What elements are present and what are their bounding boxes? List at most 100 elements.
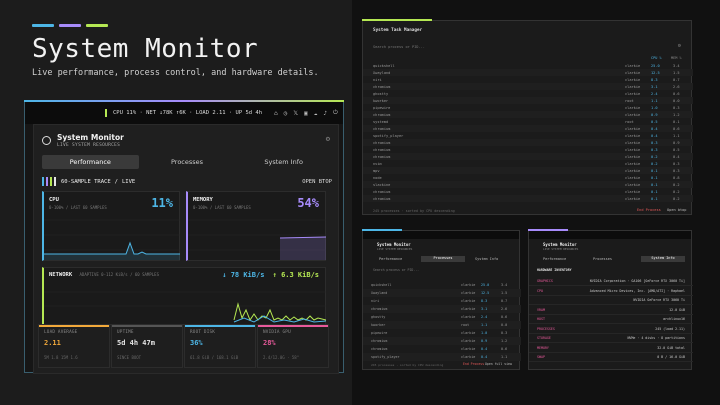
process-user: clarkie — [625, 161, 641, 166]
gear-icon[interactable]: ⚙ — [325, 135, 330, 143]
process-mem: 0.2 — [673, 189, 680, 194]
table-row[interactable]: chromium clarkie 3.1 2.6 — [363, 305, 521, 313]
stat-label: NVIDIA GPU — [263, 330, 291, 335]
process-name: niri — [371, 299, 380, 303]
end-process-button[interactable]: End Process — [637, 208, 661, 212]
stat-label: LOAD AVERAGE — [44, 330, 78, 335]
table-row[interactable]: mpv clarkie 0.1 0.3 — [363, 167, 693, 174]
app-subtitle: LIVE SYSTEM RESOURCES — [57, 143, 121, 148]
tab-processes[interactable]: Processes — [170, 158, 204, 166]
table-row[interactable]: ghostty clarkie 2.4 0.6 — [363, 90, 693, 97]
process-mem: 1.1 — [501, 355, 508, 359]
trace-bar-4 — [54, 177, 56, 186]
clock-icon[interactable]: ◷ — [283, 109, 288, 117]
proc-open-full-button[interactable]: Open full view — [485, 362, 512, 366]
process-name: ghostty — [373, 91, 389, 96]
process-name: spotify_player — [373, 133, 404, 138]
network-rates: ↓ 78 KiB/s ↑ 6.3 KiB/s — [222, 271, 319, 279]
table-row[interactable]: quickshell clarkie 25.0 3.4 — [363, 281, 521, 289]
table-row[interactable]: niri clarkie 8.3 0.7 — [363, 297, 521, 305]
process-cpu: 0.9 — [481, 339, 488, 343]
table-row[interactable]: ghostty clarkie 2.4 0.6 — [363, 313, 521, 321]
table-row[interactable]: kworker root 1.1 0.0 — [363, 97, 693, 104]
cloud-icon[interactable]: ☁ — [313, 109, 318, 117]
task-manager-search[interactable]: Search process or PID... — [373, 45, 425, 49]
table-row[interactable]: systemd root 0.5 0.1 — [363, 118, 693, 125]
table-row[interactable]: spotify_player clarkie 0.4 1.1 — [363, 132, 693, 139]
table-row[interactable]: pipewire clarkie 1.0 0.3 — [363, 104, 693, 111]
info-tab-system-info[interactable]: System Info — [641, 256, 685, 262]
process-cpu: 25.0 — [481, 283, 490, 287]
table-row[interactable]: kworker root 1.1 0.0 — [363, 321, 521, 329]
table-row[interactable]: chromium clarkie 0.2 0.4 — [363, 153, 693, 160]
table-row[interactable]: node clarkie 0.1 0.8 — [363, 174, 693, 181]
table-row[interactable]: pipewire clarkie 1.0 0.3 — [363, 329, 521, 337]
process-name: pipewire — [371, 331, 388, 335]
process-user: clarkie — [461, 283, 476, 287]
table-row[interactable]: Xwayland clarkie 12.5 1.5 — [363, 289, 521, 297]
table-row[interactable]: quickshell clarkie 25.0 3.4 — [363, 62, 693, 69]
table-row[interactable]: chromium clarkie 0.9 1.2 — [363, 111, 693, 118]
info-key: MEMORY — [537, 345, 549, 350]
task-manager-gear-icon[interactable]: ⚙ — [677, 43, 681, 49]
x-icon[interactable]: 𝕏 — [293, 109, 299, 117]
table-row[interactable]: niri clarkie 8.3 0.7 — [363, 76, 693, 83]
proc-tab-system-info[interactable]: System Info — [475, 257, 499, 261]
proc-tab-processes[interactable]: Processes — [421, 256, 465, 262]
stat-foot: SINCE BOOT — [117, 355, 142, 360]
process-name: nvim — [373, 161, 382, 166]
table-row[interactable]: chromium clarkie 3.1 2.6 — [363, 83, 693, 90]
table-row[interactable]: nvim clarkie 0.2 0.3 — [363, 160, 693, 167]
table-row[interactable]: slackine clarkie 0.1 0.2 — [363, 181, 693, 188]
table-row[interactable]: chromium clarkie 0.1 0.2 — [363, 195, 693, 202]
process-user: clarkie — [625, 140, 641, 145]
memory-card: MEMORY 0-100% / LAST 60 SAMPLES 54% — [186, 191, 326, 261]
process-user: clarkie — [625, 84, 641, 89]
trace-bars-icon — [42, 177, 56, 186]
app-header: System Monitor LIVE SYSTEM RESOURCES — [42, 133, 124, 148]
process-cpu: 12.5 — [481, 291, 490, 295]
info-key: HOST — [537, 317, 545, 321]
process-mem: 3.4 — [673, 63, 680, 68]
process-cpu: 0.4 — [481, 347, 488, 351]
process-mem: 0.0 — [501, 323, 508, 327]
info-section-title: HARDWARE INVENTORY — [537, 268, 572, 272]
table-row[interactable]: Xwayland clarkie 12.5 1.5 — [363, 69, 693, 76]
table-row[interactable]: chromium clarkie 0.9 1.2 — [363, 337, 521, 345]
process-cpu: 0.4 — [651, 126, 658, 131]
open-btop-button-tm[interactable]: Open btop — [667, 208, 687, 212]
table-row[interactable]: spotify_player clarkie 0.4 1.1 — [363, 353, 521, 361]
stat-value: 36% — [190, 339, 203, 347]
tab-system-info[interactable]: System Info — [264, 158, 303, 166]
process-name: quickshell — [371, 283, 392, 287]
table-row[interactable]: chromium clarkie 0.1 0.2 — [363, 188, 693, 195]
titlebar-stats[interactable]: CPU 11% · NET ↓78K ↑6K · LOAD 2.11 · UP … — [113, 110, 263, 116]
open-btop-button[interactable]: OPEN BTOP — [302, 178, 332, 185]
tab-performance[interactable]: Performance — [42, 155, 139, 169]
home-icon[interactable]: ⌂ — [274, 109, 278, 117]
info-tab-performance[interactable]: Performance — [543, 257, 567, 261]
info-row: VRAM 12.0 GiB — [529, 306, 693, 315]
process-cpu: 25.0 — [651, 63, 660, 68]
memory-subtitle: 0-100% / LAST 60 SAMPLES — [193, 205, 251, 210]
trace-bar-1 — [42, 177, 44, 186]
proc-tab-performance[interactable]: Performance — [379, 257, 403, 261]
process-name: Xwayland — [373, 70, 391, 75]
task-manager-col-mem[interactable]: MEM % — [671, 56, 682, 60]
stat-card-load-bar — [39, 325, 109, 327]
info-tab-processes[interactable]: Processes — [593, 257, 612, 261]
power-icon[interactable]: ⏻ — [332, 109, 338, 116]
table-row[interactable]: chromium clarkie 0.4 0.6 — [363, 345, 521, 353]
task-manager-col-cpu[interactable]: CPU % — [651, 56, 662, 60]
table-row[interactable]: chromium clarkie 0.3 0.5 — [363, 146, 693, 153]
proc-app-subtitle: LIVE SYSTEM RESOURCES — [377, 247, 413, 251]
terminal-icon[interactable]: ▣ — [304, 109, 308, 117]
table-row[interactable]: chromium clarkie 0.4 0.6 — [363, 125, 693, 132]
bell-icon[interactable]: ♪ — [323, 109, 327, 117]
process-user: clarkie — [625, 182, 641, 187]
proc-search[interactable]: Search process or PID... — [373, 268, 420, 272]
trace-separator: / — [114, 178, 118, 185]
stat-card-gpu-bar — [258, 325, 328, 327]
table-row[interactable]: chromium clarkie 0.3 0.9 — [363, 139, 693, 146]
proc-end-process-button[interactable]: End Process — [463, 362, 485, 366]
